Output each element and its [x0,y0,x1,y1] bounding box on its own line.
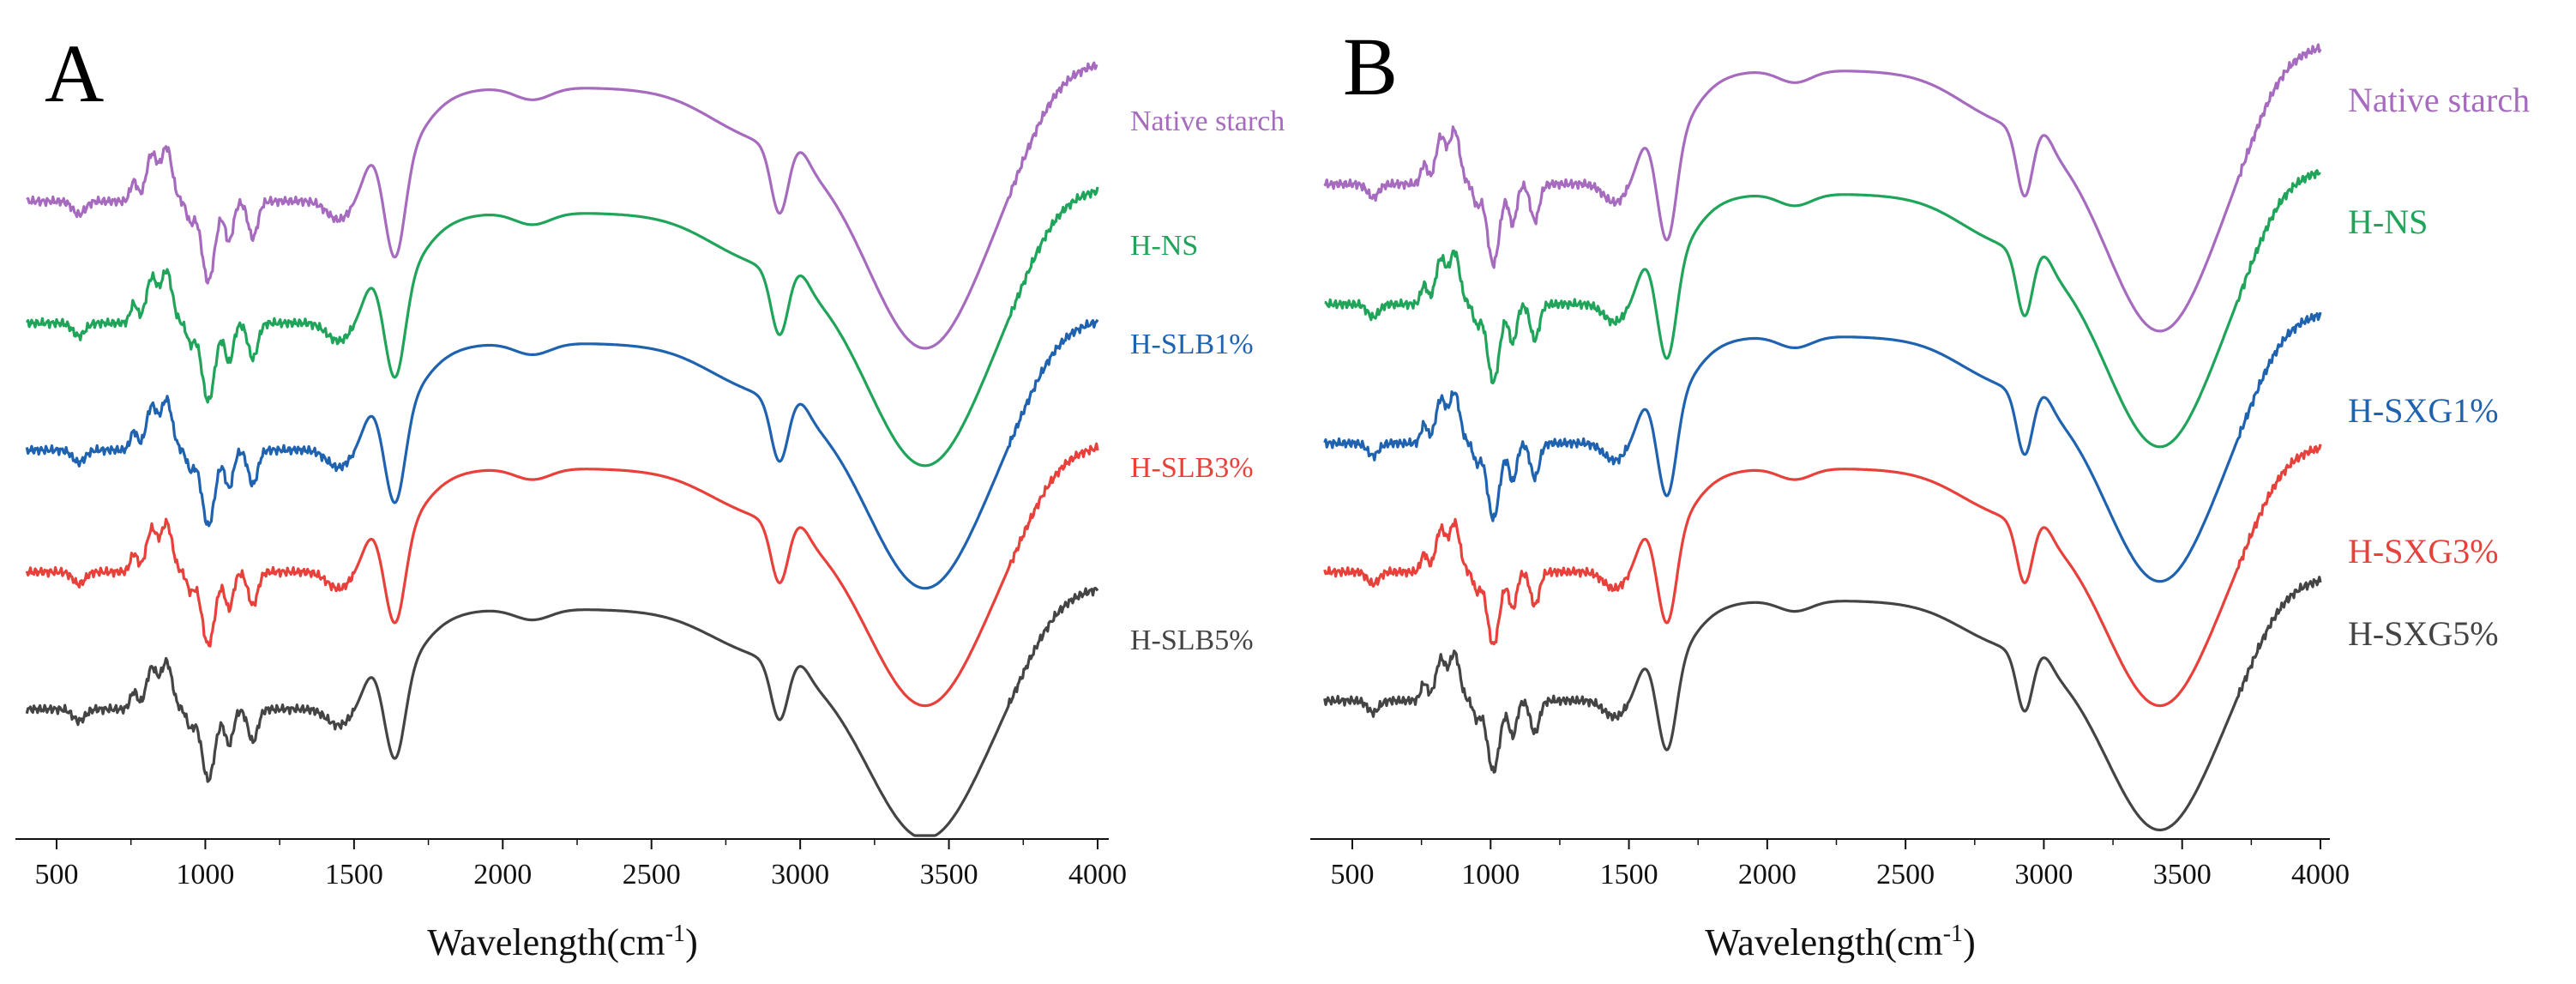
series-line-native-starch [1323,43,2322,333]
series-line-h-sxg5- [1323,576,2322,832]
series-line-native-starch [26,61,1098,350]
panel-a-series [25,61,1099,837]
panel-a-legend: Native starch H-NS H-SLB1% H-SLB3% H-SLB5% [1130,106,1285,656]
panel-letter-b: B [1343,21,1398,112]
legend-label-h-slb1-: H-SLB1% [1130,329,1254,360]
legend-label-h-sxg1-: H-SXG1% [2348,391,2499,430]
legend-label-h-ns: H-NS [1130,230,1198,262]
x-tick-label: 2000 [1738,859,1797,890]
panel-b-series [1323,43,2322,832]
x-tick-label: 2500 [623,859,681,890]
panel-a: A Native starch H-NS H-SLB1% H-SLB3% H-SLB5%… [15,27,1285,963]
panel-b-x-axis-title-suffix: ) [1963,921,1976,963]
x-tick-label: 2000 [473,859,532,890]
x-tick-label: 500 [35,859,79,890]
panel-a-x-axis-title: Wavelength(cm-1) [427,921,697,963]
panel-b-x-axis-title: Wavelength(cm-1) [1705,921,1975,963]
x-tick-label: 3000 [2014,859,2073,890]
x-tick-label: 3000 [771,859,829,890]
series-line-h-sxg3- [1323,444,2322,708]
panel-b: B Native starch H-NS H-SXG1% H-SXG3% H-SXG5%… [1310,21,2530,963]
panel-b-x-axis-title-main: Wavelength(cm [1705,921,1942,963]
series-line-h-ns [25,186,1099,468]
panel-a-ticks: 500 1000 1500 2000 2500 3000 3500 4000 [35,839,1127,890]
panel-a-x-axis-title-suffix: ) [685,921,698,963]
panel-letter-a: A [45,27,104,119]
x-tick-label: 1000 [176,859,234,890]
legend-label-h-slb3-: H-SLB3% [1130,452,1254,484]
legend-label-h-ns: H-NS [2348,202,2428,241]
x-tick-label: 1500 [325,859,383,890]
x-tick-label: 4000 [1068,859,1127,890]
x-tick-label: 1000 [1461,859,1520,890]
panel-b-ticks: 500 1000 1500 2000 2500 3000 3500 4000 [1331,839,2350,890]
series-line-h-sxg1- [1323,311,2322,583]
x-tick-label: 3500 [2153,859,2212,890]
x-tick-label: 500 [1331,859,1375,890]
series-line-h-slb5- [25,586,1099,837]
panel-a-x-axis-title-main: Wavelength(cm [427,921,665,963]
legend-label-native-starch: Native starch [1130,106,1285,137]
x-tick-label: 2500 [1876,859,1935,890]
legend-label-h-sxg5-: H-SXG5% [2348,614,2499,653]
legend-label-native-starch: Native starch [2348,81,2530,119]
x-tick-label: 1500 [1600,859,1658,890]
series-line-h-ns [1324,169,2321,449]
legend-label-h-sxg3-: H-SXG3% [2348,532,2499,570]
x-tick-label: 3500 [920,859,978,890]
panel-b-legend: Native starch H-NS H-SXG1% H-SXG3% H-SXG5% [2348,81,2530,653]
panel-b-x-axis-title-sup: -1 [1943,921,1963,947]
legend-label-h-slb5-: H-SLB5% [1130,625,1254,656]
series-line-h-slb1- [25,318,1099,590]
x-tick-label: 4000 [2291,859,2350,890]
panel-a-x-axis-title-sup: -1 [665,921,685,947]
series-line-h-slb3- [25,442,1099,708]
